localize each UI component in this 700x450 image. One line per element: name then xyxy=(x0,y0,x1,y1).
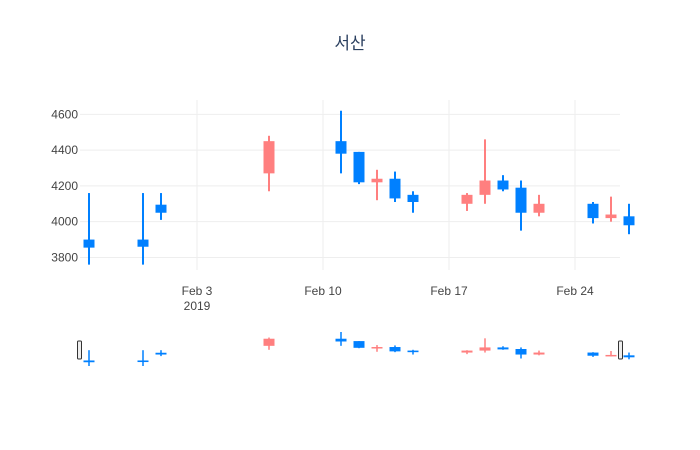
candle-body xyxy=(137,239,149,247)
candle-body xyxy=(461,194,473,204)
candle-body xyxy=(587,203,599,219)
mini-candle xyxy=(533,350,545,356)
mini-candle xyxy=(515,347,527,359)
range-slider-mini-candles xyxy=(83,332,635,366)
mini-candle xyxy=(623,352,635,360)
x-tick-label: Feb 10 xyxy=(304,284,342,298)
mini-candle-body xyxy=(587,352,599,356)
mini-candle-body xyxy=(623,355,635,358)
candle-decreasing xyxy=(83,193,95,265)
x-tick-label: Feb 24 xyxy=(556,284,594,298)
mini-candle xyxy=(407,349,419,355)
candle-body xyxy=(623,216,635,226)
mini-candle xyxy=(263,337,275,350)
mini-candle xyxy=(479,338,491,353)
candle-increasing xyxy=(263,135,275,192)
mini-candle-body xyxy=(371,347,383,349)
candle-decreasing xyxy=(389,171,401,202)
chart-title: 서산 xyxy=(334,34,366,53)
candle-body xyxy=(371,178,383,183)
candle-body xyxy=(605,214,617,219)
candle-body xyxy=(497,180,509,190)
range-slider-background xyxy=(80,332,620,367)
candle-body xyxy=(353,151,365,183)
mini-candle xyxy=(353,341,365,349)
candle-decreasing xyxy=(155,193,167,220)
candle-body xyxy=(479,180,491,195)
y-tick-label: 4000 xyxy=(51,215,78,229)
candle-decreasing xyxy=(353,151,365,185)
candle-increasing xyxy=(371,169,383,201)
candle-body xyxy=(389,178,401,199)
y-axis-tick-labels: 3800 4000 4200 4400 4600 xyxy=(51,107,78,264)
x-tick-label: Feb 17 xyxy=(430,284,468,298)
mini-candle-body xyxy=(497,347,509,350)
candle-decreasing xyxy=(515,180,527,231)
mini-candle xyxy=(137,350,149,366)
candle-body xyxy=(155,204,167,213)
mini-candle xyxy=(461,350,473,355)
mini-candle-body xyxy=(407,350,419,353)
mini-candle xyxy=(587,352,599,357)
mini-candle-body xyxy=(137,360,149,363)
candle-decreasing xyxy=(497,175,509,192)
mini-candle-body xyxy=(533,352,545,355)
candle-body xyxy=(407,194,419,202)
mini-candle-body xyxy=(353,341,365,348)
candle-body xyxy=(335,141,347,154)
mini-candle xyxy=(497,346,509,350)
range-slider-right-handle[interactable] xyxy=(618,340,623,360)
mini-candle-body xyxy=(605,354,617,357)
y-tick-label: 4600 xyxy=(51,107,78,121)
mini-candle xyxy=(155,350,167,357)
mini-candle-body xyxy=(155,352,167,355)
candle-increasing xyxy=(605,196,617,222)
mini-candle-body xyxy=(515,349,527,355)
y-tick-label: 4200 xyxy=(51,179,78,193)
candle-increasing xyxy=(533,194,545,217)
candle-increasing xyxy=(479,139,491,204)
mini-candle-body xyxy=(479,347,491,351)
mini-candle-body xyxy=(389,347,401,352)
candle-decreasing xyxy=(623,203,635,235)
candle-increasing xyxy=(461,193,473,211)
candle-decreasing xyxy=(335,110,347,174)
candle-decreasing xyxy=(587,202,599,224)
candle-decreasing xyxy=(137,193,149,265)
mini-candle xyxy=(83,350,95,366)
mini-candle xyxy=(371,345,383,352)
range-slider-left-handle[interactable] xyxy=(77,340,82,360)
y-tick-label: 3800 xyxy=(51,250,78,264)
y-tick-label: 4400 xyxy=(51,143,78,157)
mini-candle-body xyxy=(335,338,347,342)
candles xyxy=(83,110,635,265)
candle-body xyxy=(83,239,95,248)
x-tick-sublabel: 2019 xyxy=(184,299,211,313)
mini-candle xyxy=(389,345,401,353)
mini-candle-body xyxy=(263,338,275,346)
grid-lines xyxy=(80,100,620,270)
candle-decreasing xyxy=(407,191,419,213)
mini-candle xyxy=(335,332,347,346)
candle-body xyxy=(533,203,545,213)
mini-candle-body xyxy=(461,350,473,353)
mini-candle xyxy=(605,350,617,357)
candle-body xyxy=(263,141,275,174)
candle-body xyxy=(515,187,527,213)
range-slider[interactable] xyxy=(77,332,635,367)
x-tick-label: Feb 3 xyxy=(182,284,213,298)
mini-candle-body xyxy=(83,360,95,363)
